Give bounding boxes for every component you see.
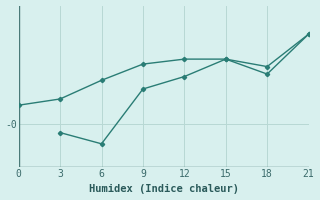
X-axis label: Humidex (Indice chaleur): Humidex (Indice chaleur) bbox=[89, 184, 239, 194]
